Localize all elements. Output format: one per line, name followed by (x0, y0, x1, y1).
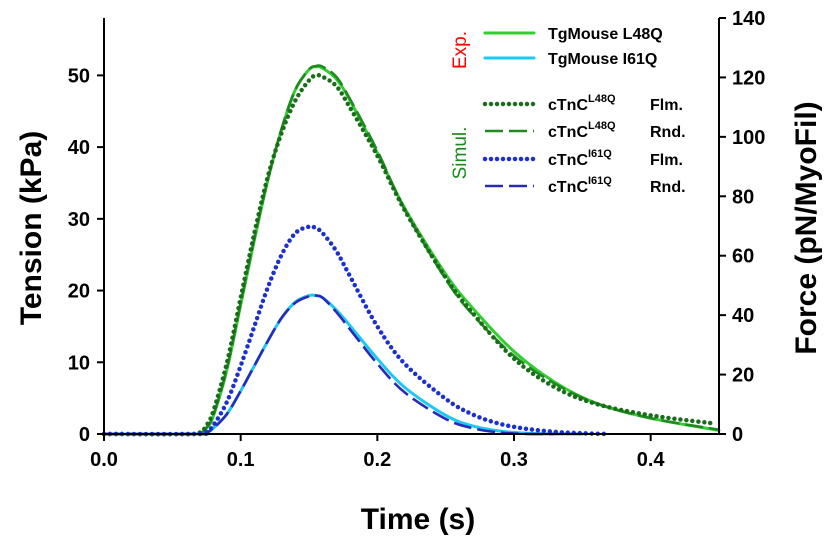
y2-tick-label: 80 (732, 186, 754, 208)
legend-label: TgMouse I61Q (548, 51, 657, 68)
y-tick-label: 10 (68, 352, 90, 374)
experimental-group-label: Exp. (450, 31, 471, 69)
y-axis-title: Tension (kPa) (15, 131, 48, 325)
y2-tick-label: 120 (732, 67, 765, 89)
series-line-ctnc-l48q-flm- (101, 72, 715, 437)
legend: TgMouse L48Q TgMouse I61Q cTnCL48Q Flm. cTnC… (482, 26, 686, 196)
y2-tick-label: 140 (732, 8, 765, 30)
x-tick-label: 0.3 (500, 449, 528, 471)
legend-label: cTnCI61Q Flm. (548, 148, 683, 169)
y-tick-label: 0 (79, 424, 90, 446)
legend-label: TgMouse L48Q (548, 26, 663, 43)
x-tick-label: 0.4 (637, 449, 666, 471)
y2-tick-label: 20 (732, 365, 754, 387)
y2-tick-label: 60 (732, 246, 754, 268)
series-line-tgmouse-l48q (102, 65, 721, 436)
legend-label: cTnCI61Q Rnd. (548, 175, 686, 196)
x-tick-label: 0.1 (227, 449, 255, 471)
series-line-ctnc-l48q-rnd- (103, 64, 720, 436)
y-tick-label: 40 (68, 137, 90, 159)
y-tick-label: 30 (68, 209, 90, 231)
y2-axis-title: Force (pN/MyoFil) (790, 101, 823, 354)
legend-label: cTnCL48Q Flm. (548, 93, 683, 114)
series-line-ctnc-i61q-rnd- (103, 294, 556, 436)
y2-tick-label: 100 (732, 127, 765, 149)
series-line-tgmouse-i61q (102, 293, 584, 436)
legend-label: cTnCL48Q Rnd. (548, 120, 686, 141)
simulated-group-label: Simul. (450, 127, 471, 180)
x-axis-title: Time (s) (361, 503, 475, 536)
y2-tick-label: 0 (732, 424, 743, 446)
axes: 0.0 0.1 0.2 0.3 0.4 0 10 20 30 40 50 0 20 40 60 80 100 12… (68, 8, 766, 471)
x-tick-label: 0.0 (90, 449, 118, 471)
series-line-ctnc-i61q-flm- (101, 224, 612, 437)
y-tick-label: 50 (68, 65, 90, 87)
y-tick-label: 20 (68, 281, 90, 303)
y2-tick-label: 40 (732, 305, 754, 327)
plot-area (101, 64, 721, 437)
x-tick-label: 0.2 (363, 449, 391, 471)
